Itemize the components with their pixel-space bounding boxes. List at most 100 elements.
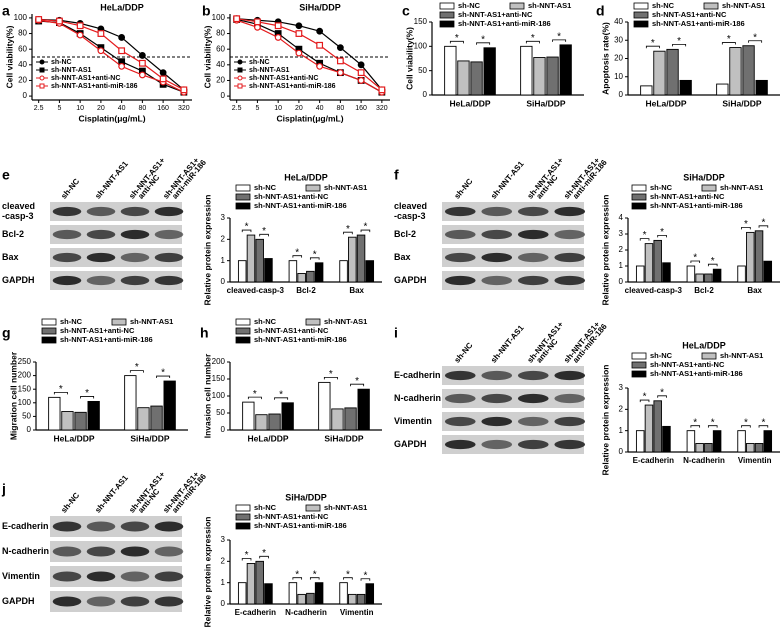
marker — [35, 16, 43, 23]
legend-label: sh-NC — [60, 317, 83, 326]
significance-label: * — [262, 548, 266, 559]
blot-band — [554, 229, 586, 240]
y-tick-label: 0 — [619, 277, 624, 286]
blot-band — [120, 596, 150, 607]
marker — [159, 75, 167, 83]
x-tick-label: cleaved-casp-3 — [625, 286, 683, 295]
legend-label: sh-NNT-AS1 — [720, 351, 763, 360]
x-tick-label: 20 — [97, 105, 105, 112]
significance-bracket — [360, 229, 371, 233]
significance-bracket — [758, 425, 769, 428]
legend-label: sh-NNT-AS1 — [528, 1, 571, 10]
lane-label: sh-NC — [59, 177, 81, 201]
marker — [76, 31, 84, 39]
marker — [97, 47, 105, 55]
legend-marker — [39, 59, 45, 65]
y-tick-label: 150 — [18, 384, 32, 393]
significance-bracket — [309, 257, 320, 260]
significance-label: * — [761, 217, 765, 228]
marker — [138, 71, 146, 79]
y-tick-label: 0 — [221, 91, 226, 100]
y-tick-label: 150 — [414, 17, 428, 26]
y-axis-label: Cell viability(%) — [404, 27, 414, 90]
legend-label: sh-NC — [650, 351, 673, 360]
panel-letter: e — [2, 167, 10, 183]
marker — [295, 22, 303, 30]
legend-label: sh-NNT-AS1+anti-miR-186 — [254, 335, 347, 344]
bar — [74, 411, 87, 431]
significance-bracket — [343, 577, 353, 580]
x-tick-label: 80 — [138, 105, 146, 112]
blot-band — [120, 252, 150, 263]
bar — [737, 265, 746, 283]
blot-row — [50, 591, 182, 612]
y-tick-label: 100 — [414, 41, 428, 50]
x-tick-label: N-cadherin — [285, 608, 327, 617]
legend-label: sh-NC — [652, 1, 675, 10]
panel-letter: d — [596, 3, 605, 19]
significance-bracket — [247, 396, 262, 400]
legend-marker — [237, 83, 243, 89]
significance-label: * — [693, 417, 697, 428]
blot-row-label: Vimentin — [394, 416, 432, 426]
legend-label: sh-NNT-AS1 — [324, 503, 367, 512]
bar — [331, 408, 344, 431]
y-tick-label: 1 — [221, 578, 226, 587]
bar — [737, 430, 746, 453]
bar — [746, 443, 755, 453]
y-tick-label: 1 — [221, 256, 226, 265]
legend-label: sh-NNT-AS1+anti-NC — [652, 10, 727, 19]
x-tick-label: E-cadherin — [235, 608, 276, 617]
blot-band — [120, 571, 150, 582]
bar — [704, 273, 713, 283]
marker — [336, 57, 344, 65]
blot-band — [120, 521, 150, 532]
legend-swatch — [631, 361, 647, 369]
significance-bracket — [292, 255, 303, 258]
bar — [87, 400, 100, 431]
marker — [254, 23, 261, 31]
significance-label: * — [660, 227, 664, 238]
y-tick-label: 0 — [221, 277, 226, 286]
legend-swatch — [439, 11, 455, 19]
bar — [268, 413, 281, 431]
y-axis-label: Cell viability(%) — [4, 25, 14, 88]
panel-letter: j — [1, 481, 6, 497]
legend-label: sh-NNT-AS1+anti-NC — [650, 192, 725, 201]
y-tick-label: 200 — [212, 357, 226, 366]
legend-label: sh-NNT-AS1+anti-NC — [254, 326, 329, 335]
significance-label: * — [481, 34, 485, 45]
bar — [520, 45, 533, 96]
significance-label: * — [761, 417, 765, 428]
significance-bracket — [323, 377, 338, 380]
legend-marker — [39, 83, 45, 89]
significance-label: * — [643, 392, 647, 403]
significance-bracket — [645, 45, 660, 49]
y-axis-label: Relative protein expression — [202, 194, 212, 305]
blot-band — [86, 252, 116, 263]
legend-label: sh-NNT-AS1+anti-miR-186 — [60, 335, 153, 344]
bar — [653, 50, 666, 96]
bar — [163, 380, 176, 431]
y-tick-label: 20 — [216, 76, 225, 85]
significance-bracket — [552, 39, 567, 42]
bar — [644, 243, 654, 283]
blot-row-label: E-cadherin — [2, 521, 49, 531]
blot-row — [50, 248, 182, 267]
legend-label: sh-NC — [650, 183, 673, 192]
significance-label: * — [295, 247, 299, 258]
y-tick-label: 80 — [216, 29, 225, 38]
legend-swatch — [111, 318, 127, 326]
blot-band — [52, 596, 82, 607]
legend-swatch — [439, 2, 455, 10]
series-line — [38, 18, 185, 91]
significance-bracket — [639, 399, 650, 403]
bar — [755, 79, 768, 96]
y-axis-label: Relative protein expression — [600, 364, 610, 475]
bar — [686, 265, 696, 283]
bar — [695, 273, 704, 283]
blot-row — [50, 271, 182, 290]
blot-row — [442, 435, 584, 454]
marker — [76, 22, 84, 30]
significance-label: * — [313, 569, 317, 580]
